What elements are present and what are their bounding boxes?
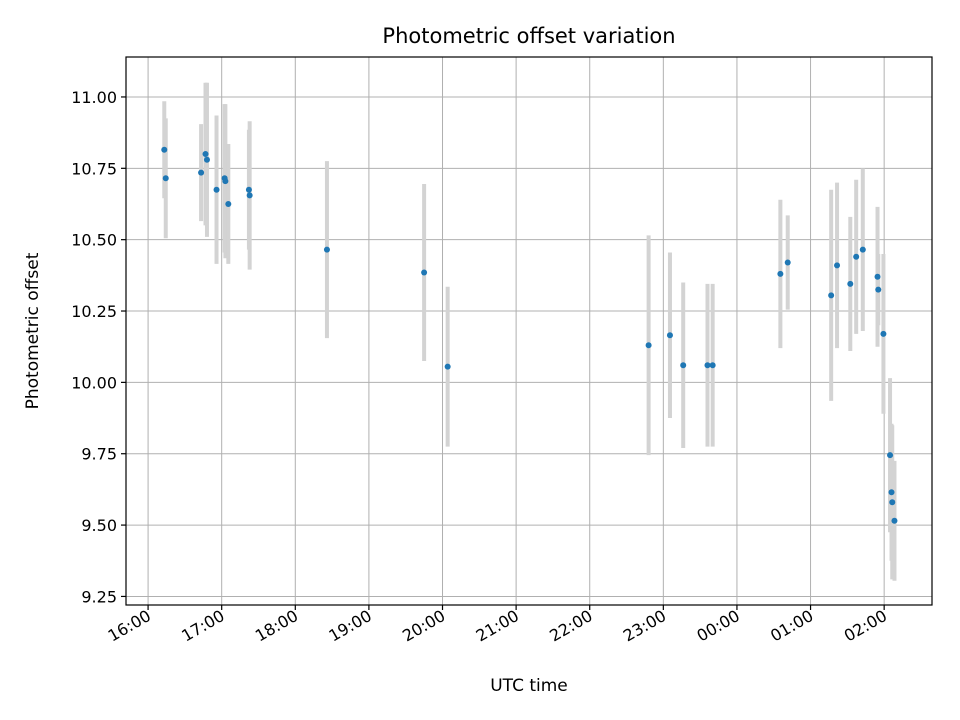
data-point xyxy=(784,259,791,266)
data-point xyxy=(828,292,835,299)
data-point xyxy=(680,362,687,369)
data-point xyxy=(889,499,896,506)
chart-title: Photometric offset variation xyxy=(382,24,675,48)
data-point xyxy=(880,330,887,337)
x-tick-label: 21:00 xyxy=(473,606,522,646)
y-tick-label: 10.25 xyxy=(71,302,117,321)
y-tick-label: 9.75 xyxy=(81,445,117,464)
data-point xyxy=(874,273,881,280)
data-point xyxy=(222,178,229,185)
data-point xyxy=(444,363,451,370)
data-points xyxy=(161,146,898,524)
error-bars xyxy=(162,82,897,581)
data-point xyxy=(709,362,716,369)
data-point xyxy=(162,175,169,182)
x-tick-label: 19:00 xyxy=(325,606,374,646)
data-point xyxy=(213,186,220,193)
x-tick-label: 02:00 xyxy=(841,606,890,646)
y-axis: 9.25 9.50 9.75 10.00 10.25 10.50 10.75 11.00 xyxy=(71,88,126,606)
data-point xyxy=(666,332,673,339)
data-point xyxy=(198,169,205,176)
y-tick-label: 10.75 xyxy=(71,159,117,178)
data-point xyxy=(777,270,784,277)
data-point xyxy=(847,280,854,287)
data-point xyxy=(202,151,209,158)
y-tick-label: 11.00 xyxy=(71,88,117,107)
y-tick-label: 10.00 xyxy=(71,373,117,392)
data-point xyxy=(645,342,652,349)
data-point xyxy=(888,489,895,496)
data-point xyxy=(246,192,253,199)
data-point xyxy=(834,262,841,269)
data-point xyxy=(887,452,894,459)
data-point xyxy=(704,362,711,369)
data-point xyxy=(245,186,252,193)
x-tick-label: 20:00 xyxy=(399,606,448,646)
y-tick-label: 9.25 xyxy=(81,587,117,606)
x-tick-label: 22:00 xyxy=(546,606,595,646)
data-point xyxy=(875,286,882,293)
data-point xyxy=(225,200,232,207)
x-tick-label: 17:00 xyxy=(178,606,227,646)
y-tick-label: 10.50 xyxy=(71,231,117,250)
x-axis: 16:00 17:00 18:00 19:00 20:00 21:00 22:00 23:00… xyxy=(105,605,890,646)
y-tick-label: 9.50 xyxy=(81,516,117,535)
data-point xyxy=(323,246,330,253)
x-tick-label: 18:00 xyxy=(252,606,301,646)
x-axis-label: UTC time xyxy=(490,676,568,696)
data-point xyxy=(891,517,898,524)
grid xyxy=(126,57,932,605)
data-point xyxy=(161,146,168,153)
x-tick-label: 23:00 xyxy=(620,606,669,646)
x-tick-label: 00:00 xyxy=(694,606,743,646)
data-point xyxy=(853,253,860,260)
plot-frame xyxy=(125,56,933,606)
data-point xyxy=(859,246,866,253)
y-axis-label: Photometric offset xyxy=(23,252,43,409)
data-point xyxy=(421,269,428,276)
x-tick-label: 16:00 xyxy=(105,606,154,646)
data-point xyxy=(203,156,210,163)
x-tick-label: 01:00 xyxy=(767,606,816,646)
